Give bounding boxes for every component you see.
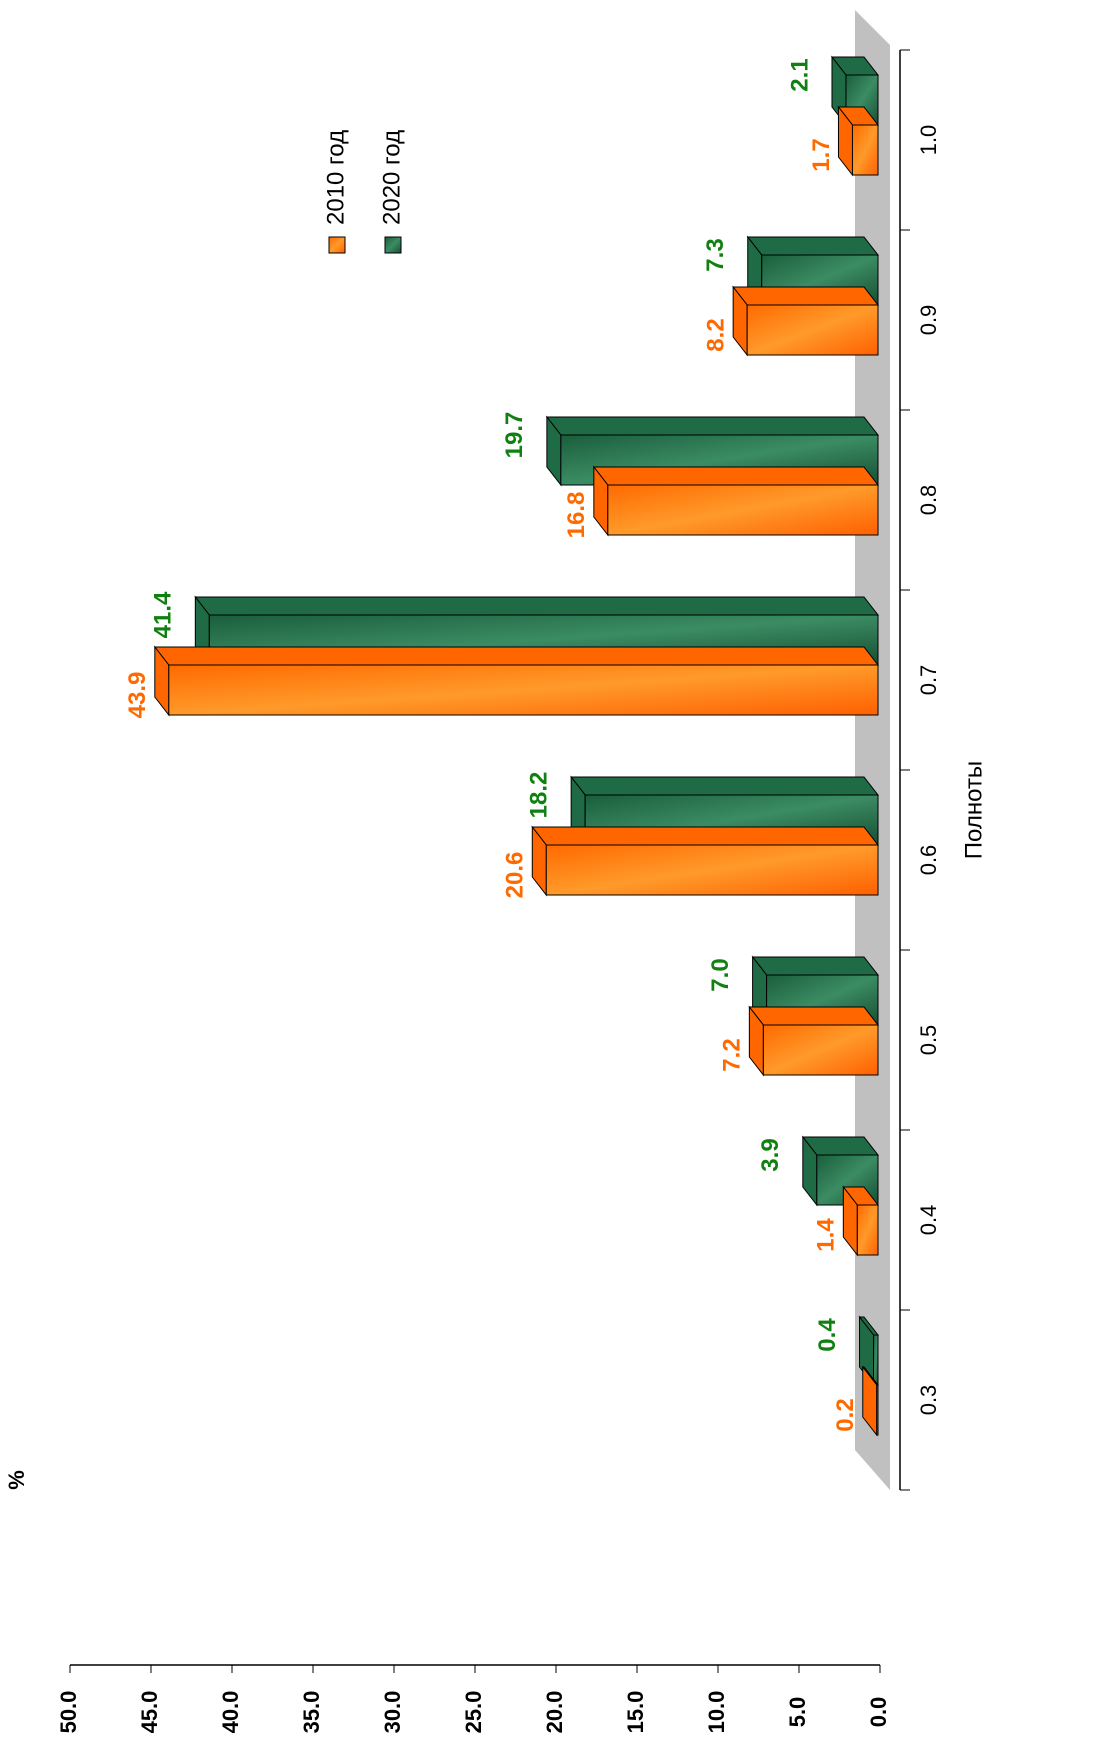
- bar: [873, 1334, 879, 1386]
- y-tick-label: 5.0: [785, 1697, 810, 1728]
- value-label: 8.2: [703, 318, 730, 351]
- bar-top: [153, 646, 880, 666]
- x-tick-label: 0.9: [916, 305, 941, 336]
- x-axis-title: Полноты: [960, 761, 987, 859]
- legend-swatch: [328, 236, 346, 254]
- y-tick-label: 15.0: [623, 1691, 648, 1734]
- value-label: 18.2: [526, 772, 553, 819]
- x-tick-label: 0.3: [916, 1385, 941, 1416]
- value-label: 7.0: [707, 958, 734, 991]
- value-label: 2.1: [786, 58, 813, 91]
- bar-top: [746, 236, 880, 256]
- bar: [746, 304, 879, 356]
- bar-top: [531, 826, 880, 846]
- legend-label: 2020 год: [378, 130, 405, 225]
- value-label: 7.2: [719, 1038, 746, 1071]
- x-tick-label: 0.6: [916, 845, 941, 876]
- y-tick-label: 10.0: [704, 1691, 729, 1734]
- value-label: 7.3: [702, 238, 729, 271]
- y-axis-title: %: [4, 1470, 29, 1490]
- value-label: 3.9: [757, 1138, 784, 1171]
- legend-label: 2010 год: [322, 130, 349, 225]
- y-tick-label: 35.0: [299, 1691, 324, 1734]
- bar: [851, 124, 879, 176]
- y-tick-label: 30.0: [380, 1691, 405, 1734]
- y-tick-label: 45.0: [137, 1691, 162, 1734]
- bar-top: [194, 596, 880, 616]
- bar-top: [748, 1006, 880, 1026]
- x-tick-label: 0.7: [916, 665, 941, 696]
- x-tick-label: 0.5: [916, 1025, 941, 1056]
- bar: [876, 1384, 879, 1436]
- value-label: 20.6: [502, 852, 529, 899]
- legend-swatch: [384, 236, 402, 254]
- bar: [545, 844, 879, 896]
- value-label: 43.9: [124, 672, 151, 719]
- bar: [168, 664, 879, 716]
- y-tick-label: 40.0: [218, 1691, 243, 1734]
- bar-top: [545, 416, 880, 436]
- bar-top: [570, 776, 880, 796]
- value-label: 19.7: [501, 412, 528, 459]
- y-tick-label: 20.0: [542, 1691, 567, 1734]
- value-label: 1.4: [813, 1218, 840, 1252]
- bar: [607, 484, 879, 536]
- value-label: 0.4: [814, 1318, 841, 1352]
- bar: [762, 1024, 879, 1076]
- value-label: 16.8: [563, 492, 590, 539]
- bar: [856, 1204, 879, 1256]
- y-tick-label: 25.0: [461, 1691, 486, 1734]
- y-tick-label: 0.0: [866, 1697, 891, 1728]
- value-label: 0.2: [832, 1398, 859, 1431]
- bar-top: [732, 286, 880, 306]
- value-label: 1.7: [808, 138, 835, 171]
- x-tick-label: 0.4: [916, 1205, 941, 1236]
- bar-top: [592, 466, 880, 486]
- bar-top: [751, 956, 880, 976]
- x-tick-label: 0.8: [916, 485, 941, 516]
- floor: [855, 10, 890, 1490]
- x-tick-label: 1.0: [916, 125, 941, 156]
- value-label: 41.4: [150, 591, 177, 638]
- y-tick-label: 50.0: [56, 1691, 81, 1734]
